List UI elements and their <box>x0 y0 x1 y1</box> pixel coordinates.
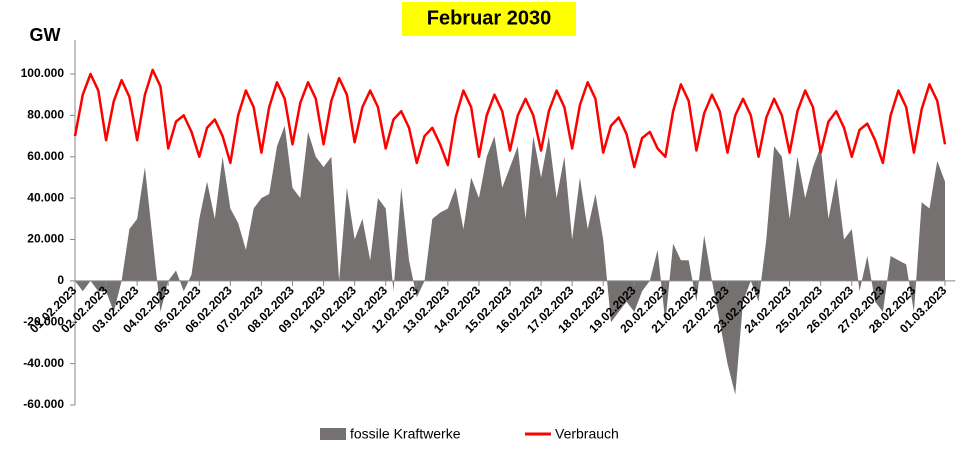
y-tick-label: 100.000 <box>21 66 65 80</box>
y-tick-label: 0 <box>57 273 64 287</box>
legend-item: fossile Kraftwerke <box>320 426 461 442</box>
line <box>73 68 947 169</box>
y-tick-label: -60.000 <box>23 397 64 411</box>
y-tick-label: 60.000 <box>27 149 64 163</box>
y-tick-label: 80.000 <box>27 108 64 122</box>
y-tick-label: 40.000 <box>27 190 64 204</box>
legend-label: fossile Kraftwerke <box>350 426 461 442</box>
y-tick-label: -40.000 <box>23 356 64 370</box>
y-tick-label: 20.000 <box>27 232 64 246</box>
area <box>75 125 945 395</box>
legend-item: Verbrauch <box>525 426 619 442</box>
y-axis-label: GW <box>30 25 61 45</box>
legend-swatch <box>320 428 346 440</box>
y-tick-label: -20.000 <box>23 314 64 328</box>
chart-title: Februar 2030 <box>427 7 552 29</box>
title-box <box>402 2 576 36</box>
legend-label: Verbrauch <box>555 426 619 442</box>
